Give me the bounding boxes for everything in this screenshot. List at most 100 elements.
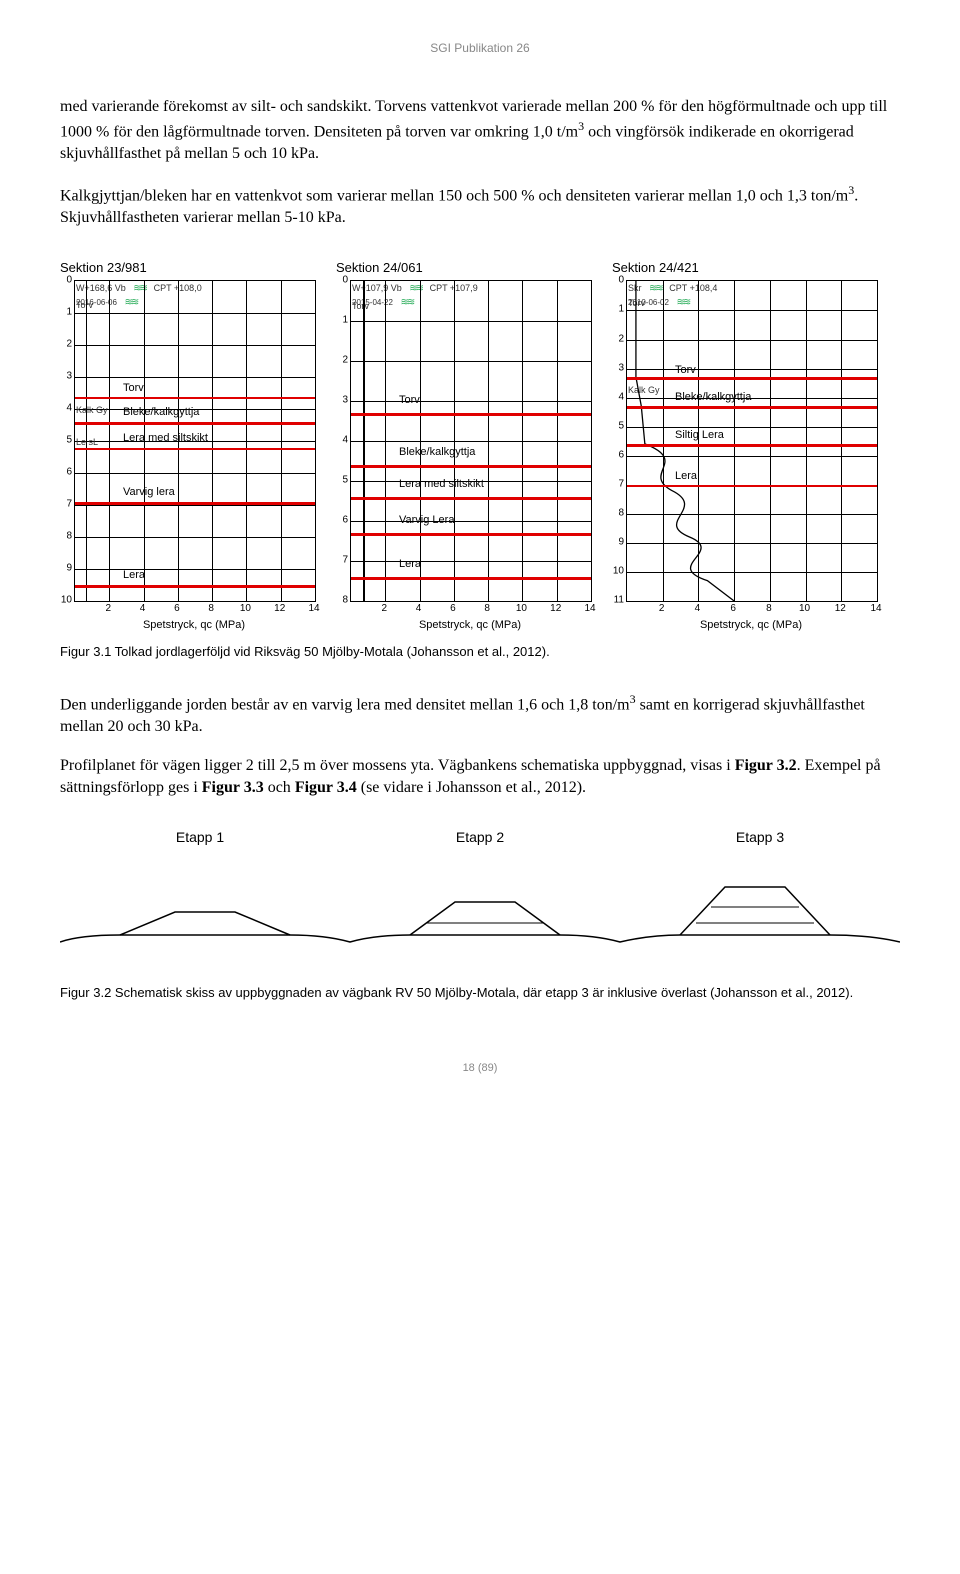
y-tick: 5 [342,474,348,488]
y-tick: 9 [66,562,72,576]
gridline-v [557,281,558,601]
panel-title: Sektion 23/981 [60,259,316,277]
y-tick: 0 [618,274,624,288]
ground-line [60,935,900,942]
profile-box: W+107,9 Vb ≋≋ CPT +107,92015-04-22 ≋≋Tor… [350,280,592,602]
p4e: och [264,779,295,796]
gridline-v [246,281,247,601]
y-tick: 7 [66,498,72,512]
x-tick: 4 [416,602,422,616]
gridline-v [522,281,523,601]
gridline-h [351,441,591,442]
layer-boundary [75,448,315,451]
gridline-h [75,537,315,538]
left-annotation: Kalk Gy [76,404,108,416]
x-axis-label: Spetstryck, qc (MPa) [350,618,590,633]
y-tick: 5 [66,434,72,448]
x-tick: 8 [208,602,214,616]
profile-box: W+168,6 Vb ≋≋ CPT +108,02016-06-06 ≋≋Tor… [74,280,316,602]
gridline-h [75,313,315,314]
layer-label: Lera [399,557,421,572]
gridline-h [351,361,591,362]
layer-boundary [75,397,315,400]
etapp-2-label: Etapp 2 [456,828,504,847]
layer-boundary [627,377,877,380]
layer-boundary [75,422,315,425]
x-axis: 2468101214 [626,602,876,616]
layer-boundary [351,577,591,580]
y-tick: 4 [342,434,348,448]
etapp-3-profile [680,887,830,935]
embankment-svg [60,857,900,967]
y-tick: 8 [66,530,72,544]
layer-label: Torv [399,393,420,408]
figure-3-2-caption: Figur 3.2 Schematisk skiss av uppbyggnad… [60,984,900,1002]
gridline-v [385,281,386,601]
layer-label: Lera [123,568,145,583]
layer-boundary [351,533,591,536]
paragraph-1: med varierande förekomst av silt- och sa… [60,96,900,164]
panel-title: Sektion 24/061 [336,259,592,277]
y-tick: 9 [618,535,624,549]
x-tick: 12 [274,602,285,616]
x-tick: 2 [106,602,112,616]
layer-boundary [75,585,315,588]
y-tick: 2 [66,338,72,352]
figure-3-1-caption: Figur 3.1 Tolkad jordlagerföljd vid Riks… [60,643,900,661]
paragraph-4: Profilplanet för vägen ligger 2 till 2,5… [60,755,900,798]
layer-label: Lera med siltskikt [123,431,208,446]
y-tick: 10 [61,594,72,608]
x-tick: 14 [584,602,595,616]
gridline-v [281,281,282,601]
gridline-h [351,521,591,522]
layer-label: Bleke/kalkgyttja [399,445,475,460]
y-tick: 1 [342,314,348,328]
left-annotation: Torv [76,299,93,311]
y-tick: 11 [614,594,624,608]
layer-label: Lera med siltskikt [399,477,484,492]
gridline-h [75,569,315,570]
y-tick: 6 [342,514,348,528]
layer-boundary [351,465,591,468]
soil-profile-panel: Sektion 24/42101234567891011Skr ≋≋ CPT +… [612,259,878,633]
cpt-trace [363,281,365,601]
x-axis-label: Spetstryck, qc (MPa) [626,618,876,633]
left-annotation: Torv [352,300,369,312]
y-axis: 01234567891011 [612,280,626,600]
layer-label: Torv [123,381,144,396]
y-tick: 4 [618,390,624,404]
y-tick: 0 [342,274,348,288]
gridline-h [351,561,591,562]
layer-label: Bleke/kalkgyttja [123,405,199,420]
x-tick: 8 [484,602,490,616]
gridline-v [488,281,489,601]
y-tick: 0 [66,274,72,288]
gridline-h [351,321,591,322]
y-tick: 3 [66,370,72,384]
layer-label: Siltig Lera [675,428,724,443]
layer-label: Varvig lera [123,485,175,500]
y-tick: 10 [613,565,624,579]
layer-label: Torv [675,363,696,378]
y-tick: 1 [66,306,72,320]
gridline-h [75,505,315,506]
x-tick: 14 [870,602,881,616]
figure-3-1: Sektion 23/981012345678910W+168,6 Vb ≋≋ … [60,259,900,633]
x-tick: 10 [799,602,810,616]
x-tick: 4 [695,602,701,616]
p4a: Profilplanet för vägen ligger 2 till 2,5… [60,757,735,774]
profile-box: Skr ≋≋ CPT +108,42010-06-02 ≋≋TorvKalk G… [626,280,878,602]
layer-label: Lera [675,469,697,484]
etapp-3-label: Etapp 3 [736,828,784,847]
y-tick: 7 [342,554,348,568]
x-tick: 10 [240,602,251,616]
layer-boundary [75,502,315,505]
p4d: Figur 3.3 [202,779,264,796]
gridline-v [109,281,110,601]
x-tick: 12 [835,602,846,616]
y-tick: 3 [342,394,348,408]
y-tick: 1 [618,303,624,317]
x-tick: 2 [382,602,388,616]
x-tick: 6 [450,602,456,616]
etapp-1-label: Etapp 1 [176,828,224,847]
